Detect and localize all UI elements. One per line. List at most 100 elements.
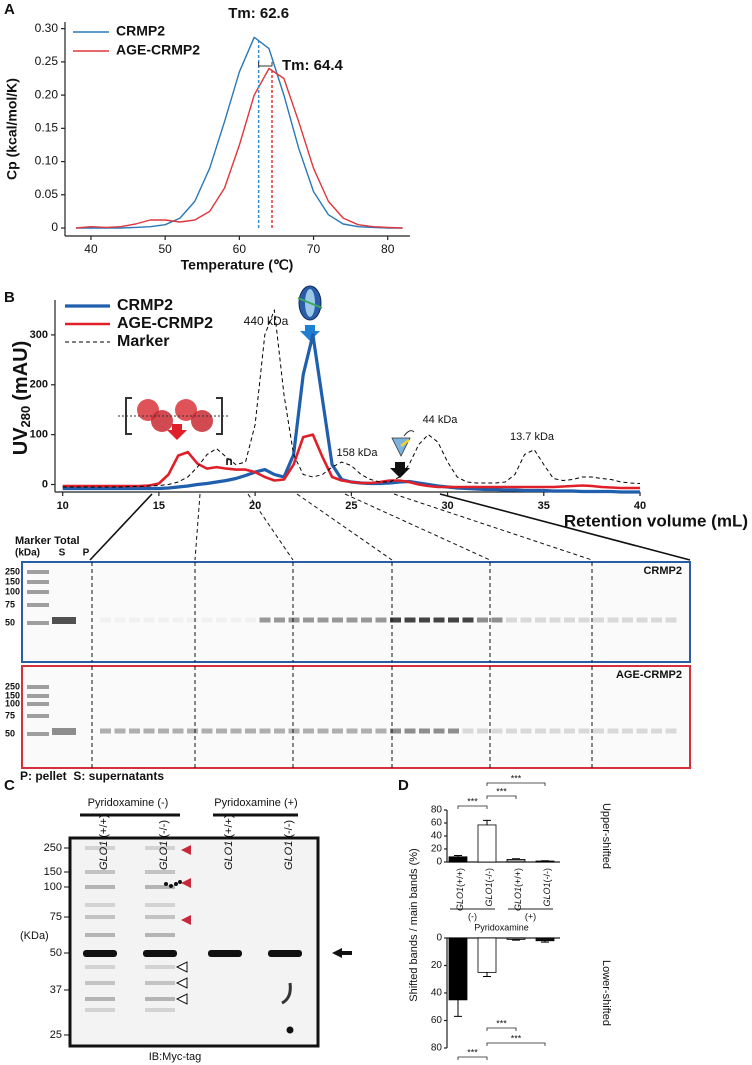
error-bar	[512, 939, 520, 941]
shift-bracket	[258, 62, 273, 67]
y-tick-label: 0.15	[35, 121, 59, 135]
gel-band	[419, 617, 430, 623]
annotation: 440 kDa	[244, 314, 289, 328]
gel-band	[201, 728, 213, 734]
arrow	[332, 948, 352, 958]
category-label: GLO1(-/-)	[484, 868, 494, 907]
significance-bracket	[486, 1027, 517, 1031]
blot-band	[85, 981, 115, 985]
lane-label: P	[83, 548, 90, 559]
gel-band	[361, 728, 372, 734]
blot-band	[85, 997, 115, 1001]
arrow	[390, 462, 410, 478]
gel-band	[636, 728, 648, 734]
line-series	[62, 309, 641, 488]
x-tick-label: 60	[233, 242, 247, 256]
category-gene: GLO1	[484, 883, 494, 907]
y-axis-label: Shifted bands / main bands (%)	[408, 848, 420, 1001]
gel-band	[52, 617, 76, 624]
treatment-label: Pyridoxamine (+)	[214, 797, 297, 809]
gel-band	[114, 617, 126, 623]
gel-band	[187, 617, 198, 623]
x-tick-label: 10	[57, 500, 69, 512]
gel-band	[636, 617, 648, 623]
annotation: Tm: 62.6	[228, 5, 289, 22]
gel-band	[564, 728, 575, 734]
y-axis-label-part: 280	[18, 406, 33, 428]
y-tick-label: 20	[431, 844, 443, 855]
blot-band	[85, 885, 115, 889]
x-tick-label: 30	[441, 500, 453, 512]
blot-band	[145, 981, 175, 985]
gel-band	[593, 617, 604, 623]
gel-band	[520, 728, 532, 734]
line-series	[76, 36, 403, 229]
gel-band	[259, 617, 271, 623]
blot-band	[145, 903, 175, 907]
significance-label: ***	[467, 1047, 478, 1057]
gel-band	[549, 728, 561, 734]
side-label: Lower-shifted	[600, 960, 612, 1026]
blot-band	[85, 903, 115, 907]
arrow	[300, 325, 320, 341]
gel-band	[564, 617, 575, 623]
y-tick-label: 60	[431, 818, 443, 829]
blot-band	[268, 950, 302, 957]
ladder-band	[27, 621, 49, 625]
bar	[535, 937, 555, 942]
gel-band	[245, 617, 256, 623]
lane-label: S	[59, 548, 66, 559]
x-tick-label: 15	[153, 500, 165, 512]
blot-band	[145, 870, 175, 874]
group-title: Pyridoxamine	[474, 922, 529, 932]
lane-gene: GLO1	[158, 841, 170, 870]
gel-header: Marker Total	[15, 535, 80, 547]
gel-band	[535, 617, 546, 623]
blot-speck	[164, 882, 168, 886]
significance-bracket	[486, 795, 517, 799]
mw-label: 37	[50, 984, 62, 996]
x-axis-label: Retention volume (mL)	[564, 511, 748, 530]
gel-band	[259, 728, 271, 734]
gel-band	[332, 728, 343, 734]
lane-label: GLO1 (+/+)	[223, 814, 235, 870]
category-gene: GLO1	[513, 887, 523, 911]
blot-band	[145, 965, 175, 969]
y-tick-label: 0.05	[35, 187, 59, 201]
category-label: GLO1(-/-)	[542, 868, 552, 907]
gel-band	[100, 617, 111, 623]
gel-band	[535, 728, 546, 734]
error-bar	[483, 972, 491, 977]
gel-band	[303, 617, 314, 623]
y-tick-label: 60	[431, 1015, 443, 1026]
blot-band	[145, 1008, 175, 1012]
bar	[448, 856, 468, 863]
gel-band	[158, 617, 169, 623]
group-label: (+)	[525, 911, 536, 921]
ladder-label: 100	[5, 586, 20, 596]
gel-band	[477, 728, 488, 734]
blot-band	[85, 965, 115, 969]
error-bar	[483, 819, 491, 825]
mw-label: 150	[44, 866, 62, 878]
gel-band	[462, 728, 474, 734]
gel-band	[375, 617, 387, 623]
lane-label: GLO1 (-/-)	[158, 820, 170, 870]
group-label: (-)	[468, 911, 477, 921]
significance-label: ***	[511, 1033, 522, 1043]
gel-band	[114, 728, 126, 734]
gel-band	[172, 728, 184, 734]
annotation: Tm: 64.4	[282, 57, 344, 74]
gel-band	[404, 617, 416, 623]
blot-band	[143, 950, 177, 957]
aggregate-icon	[118, 397, 228, 435]
blot-band	[85, 915, 115, 919]
ladder-label: 75	[5, 710, 15, 720]
line-series	[76, 67, 403, 229]
error-bar	[454, 855, 462, 857]
annotation: 158 kDa	[337, 447, 379, 459]
lane-genotype: (+/+)	[98, 814, 110, 837]
fraction-connectors	[89, 493, 691, 561]
legend-label: AGE-CRMP2	[117, 315, 213, 332]
